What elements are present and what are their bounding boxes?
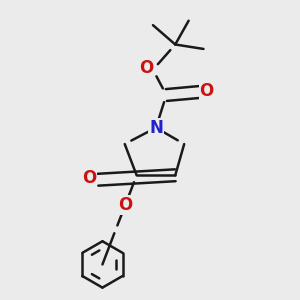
Text: O: O	[199, 82, 214, 100]
Text: N: N	[149, 119, 163, 137]
Text: O: O	[139, 59, 154, 77]
Text: O: O	[82, 169, 96, 187]
Text: O: O	[118, 196, 133, 214]
